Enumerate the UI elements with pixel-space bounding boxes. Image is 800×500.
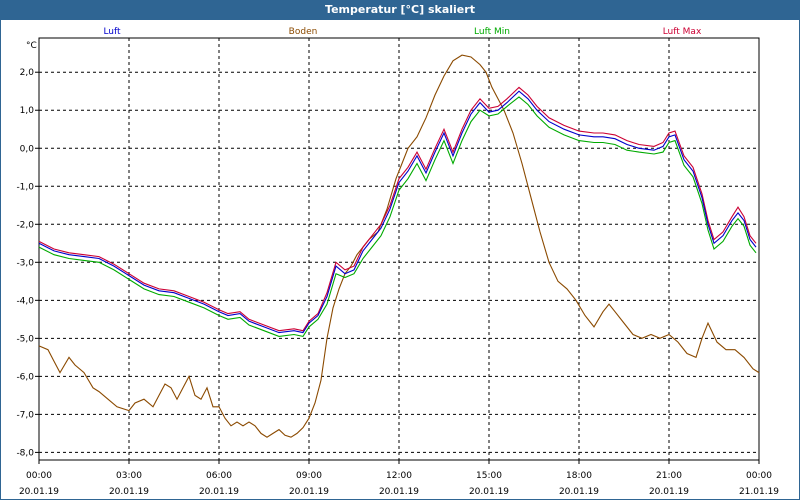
x-tick-label-time: 15:00: [476, 471, 502, 481]
series-line-boden: [38, 54, 760, 438]
x-tick-label-date: 20.01.19: [649, 487, 689, 497]
x-tick-label-date: 21.01.19: [739, 487, 779, 497]
y-tick-label: 2,0: [20, 68, 35, 78]
x-tick-label-date: 20.01.19: [199, 487, 239, 497]
x-tick-label-date: 20.01.19: [559, 487, 599, 497]
y-axis-label: °C: [26, 41, 37, 51]
x-tick-label-time: 03:00: [116, 471, 142, 481]
y-tick-label: -6,0: [16, 372, 34, 382]
y-tick-label: -5,0: [16, 334, 34, 344]
y-tick-label: -3,0: [16, 258, 34, 268]
y-tick-label: -8,0: [16, 448, 34, 458]
y-tick-label: -7,0: [16, 410, 34, 420]
chart-title-bar: Temperatur [°C] skaliert: [0, 0, 800, 20]
x-tick-label-date: 20.01.19: [379, 487, 419, 497]
x-tick-label-time: 18:00: [566, 471, 592, 481]
series-line-luft-min: [38, 96, 757, 338]
x-tick-label-time: 00:00: [26, 471, 52, 481]
y-tick-label: 1,0: [20, 106, 35, 116]
y-tick-label: -1,0: [16, 182, 34, 192]
legend-boden: Boden: [289, 27, 318, 37]
x-tick-label-date: 20.01.19: [109, 487, 149, 497]
x-tick-label-time: 00:00: [746, 471, 772, 481]
x-tick-label-date: 20.01.19: [289, 487, 329, 497]
x-tick-label-date: 20.01.19: [19, 487, 59, 497]
x-tick-label-time: 09:00: [296, 471, 322, 481]
x-tick-label-time: 21:00: [656, 471, 682, 481]
x-tick-label-time: 12:00: [386, 471, 412, 481]
legend-luft-max: Luft Max: [663, 27, 702, 37]
x-tick-label-time: 06:00: [206, 471, 232, 481]
y-tick-label: -2,0: [16, 220, 34, 230]
series-line-luft-max: [38, 86, 757, 332]
y-tick-label: -4,0: [16, 296, 34, 306]
legend-luft-min: Luft Min: [474, 27, 510, 37]
y-tick-label: 0,0: [20, 144, 35, 154]
legend-luft: Luft: [103, 27, 121, 37]
x-tick-label-date: 20.01.19: [469, 487, 509, 497]
series-line-luft: [38, 90, 757, 334]
